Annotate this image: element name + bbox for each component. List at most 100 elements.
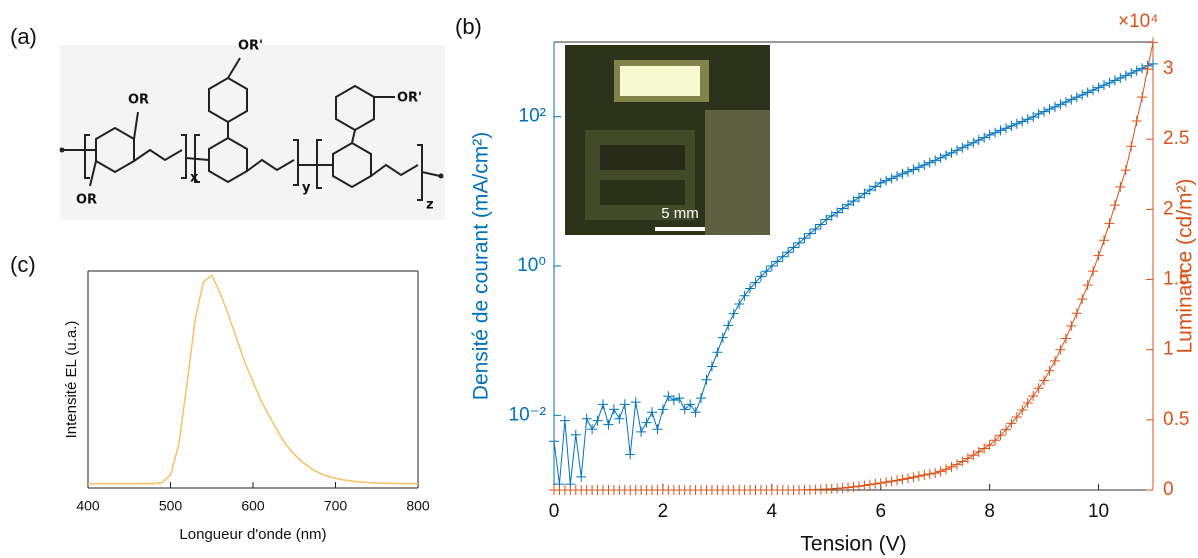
data-marker: [951, 145, 962, 156]
data-marker: [679, 404, 690, 415]
panel-label: (c): [10, 252, 36, 277]
data-marker: [690, 407, 701, 418]
data-marker: [804, 228, 815, 239]
data-marker: [990, 127, 1001, 138]
data-marker: [1006, 418, 1017, 429]
data-marker: [881, 175, 892, 186]
data-marker: [1126, 68, 1137, 79]
data-marker: [968, 137, 979, 148]
data-marker: [1060, 333, 1071, 344]
data-marker: [1000, 424, 1011, 435]
data-marker: [701, 374, 712, 385]
data-marker: [1044, 104, 1055, 115]
bond: [185, 157, 210, 161]
x-axis-label: Tension (V): [800, 533, 906, 556]
vinylene: [246, 158, 295, 172]
data-marker: [870, 478, 881, 489]
data-marker: [549, 436, 559, 447]
data-line: [88, 274, 418, 485]
data-marker: [881, 477, 892, 488]
subscript: x: [190, 171, 199, 186]
data-marker: [1011, 412, 1022, 423]
data-marker: [1104, 77, 1115, 88]
data-marker: [973, 135, 984, 146]
data-marker: [908, 472, 919, 483]
group-label: OR: [76, 193, 97, 208]
data-marker: [1082, 280, 1093, 291]
data-marker: [864, 479, 875, 490]
data-marker: [794, 237, 805, 248]
data-marker: [1077, 89, 1088, 100]
data-marker: [685, 399, 696, 410]
chemical-structure: OR OR OR' OR' x y z: [59, 39, 445, 220]
data-marker: [957, 142, 968, 153]
data-marker: [1044, 365, 1055, 376]
panel-label: (b): [455, 14, 482, 39]
group-label: OR': [397, 91, 422, 106]
data-marker: [843, 199, 854, 210]
y-tick-label: 10⁻²: [509, 404, 547, 425]
data-marker: [559, 415, 570, 426]
data-marker: [750, 277, 761, 288]
data-marker: [859, 188, 870, 199]
data-marker: [1071, 308, 1082, 319]
data-marker: [1088, 85, 1099, 96]
data-marker: [919, 160, 930, 171]
y2-tick-label: 2.5: [1163, 128, 1189, 149]
data-marker: [886, 476, 897, 487]
x-axis-label: Longueur d'onde (nm): [179, 526, 326, 543]
y-axis-label: Intensité EL (u.a.): [63, 321, 80, 439]
data-marker: [946, 147, 957, 158]
data-marker: [723, 320, 734, 331]
y-tick-label: 10²: [519, 106, 546, 127]
x-tick-label: 600: [241, 498, 265, 514]
data-marker: [706, 361, 717, 372]
x-tick-label: 800: [406, 498, 430, 514]
data-marker: [1000, 123, 1011, 134]
data-marker: [1049, 101, 1060, 112]
data-marker: [870, 181, 881, 192]
x-tick-label: 2: [658, 501, 669, 522]
data-marker: [788, 242, 799, 253]
data-marker: [1131, 115, 1142, 126]
data-marker: [1033, 383, 1044, 394]
data-marker: [647, 407, 658, 418]
data-marker: [1006, 120, 1017, 131]
x-tick-label: 700: [324, 498, 348, 514]
data-marker: [843, 482, 854, 493]
data-marker: [1137, 63, 1148, 74]
bond: [421, 171, 441, 177]
vinylene: [133, 148, 183, 162]
ring: [208, 76, 248, 124]
data-marker: [935, 466, 946, 477]
data-marker: [913, 162, 924, 173]
data-marker: [957, 456, 968, 467]
data-marker: [1120, 70, 1131, 81]
y2-tick-label: 3: [1163, 58, 1174, 79]
data-marker: [1115, 72, 1126, 83]
end-dot: [438, 173, 444, 179]
data-marker: [990, 435, 1001, 446]
data-marker: [995, 430, 1006, 441]
bond: [133, 111, 139, 140]
data-marker: [657, 404, 668, 415]
data-marker: [1066, 94, 1077, 105]
data-marker: [859, 480, 870, 491]
data-marker: [815, 219, 826, 230]
data-marker: [1039, 375, 1050, 386]
x-tick-label: 8: [984, 501, 995, 522]
data-marker: [1022, 114, 1033, 125]
data-marker: [652, 424, 663, 435]
data-marker: [576, 471, 587, 482]
ring: [208, 136, 248, 184]
data-marker: [1028, 111, 1039, 122]
data-marker: [930, 468, 941, 479]
data-marker: [875, 177, 886, 188]
data-marker: [734, 298, 745, 309]
data-marker: [826, 210, 837, 221]
data-marker: [755, 271, 766, 282]
data-marker: [766, 261, 777, 271]
photo-region: [600, 180, 685, 205]
data-marker: [761, 266, 772, 277]
data-marker: [630, 397, 641, 408]
